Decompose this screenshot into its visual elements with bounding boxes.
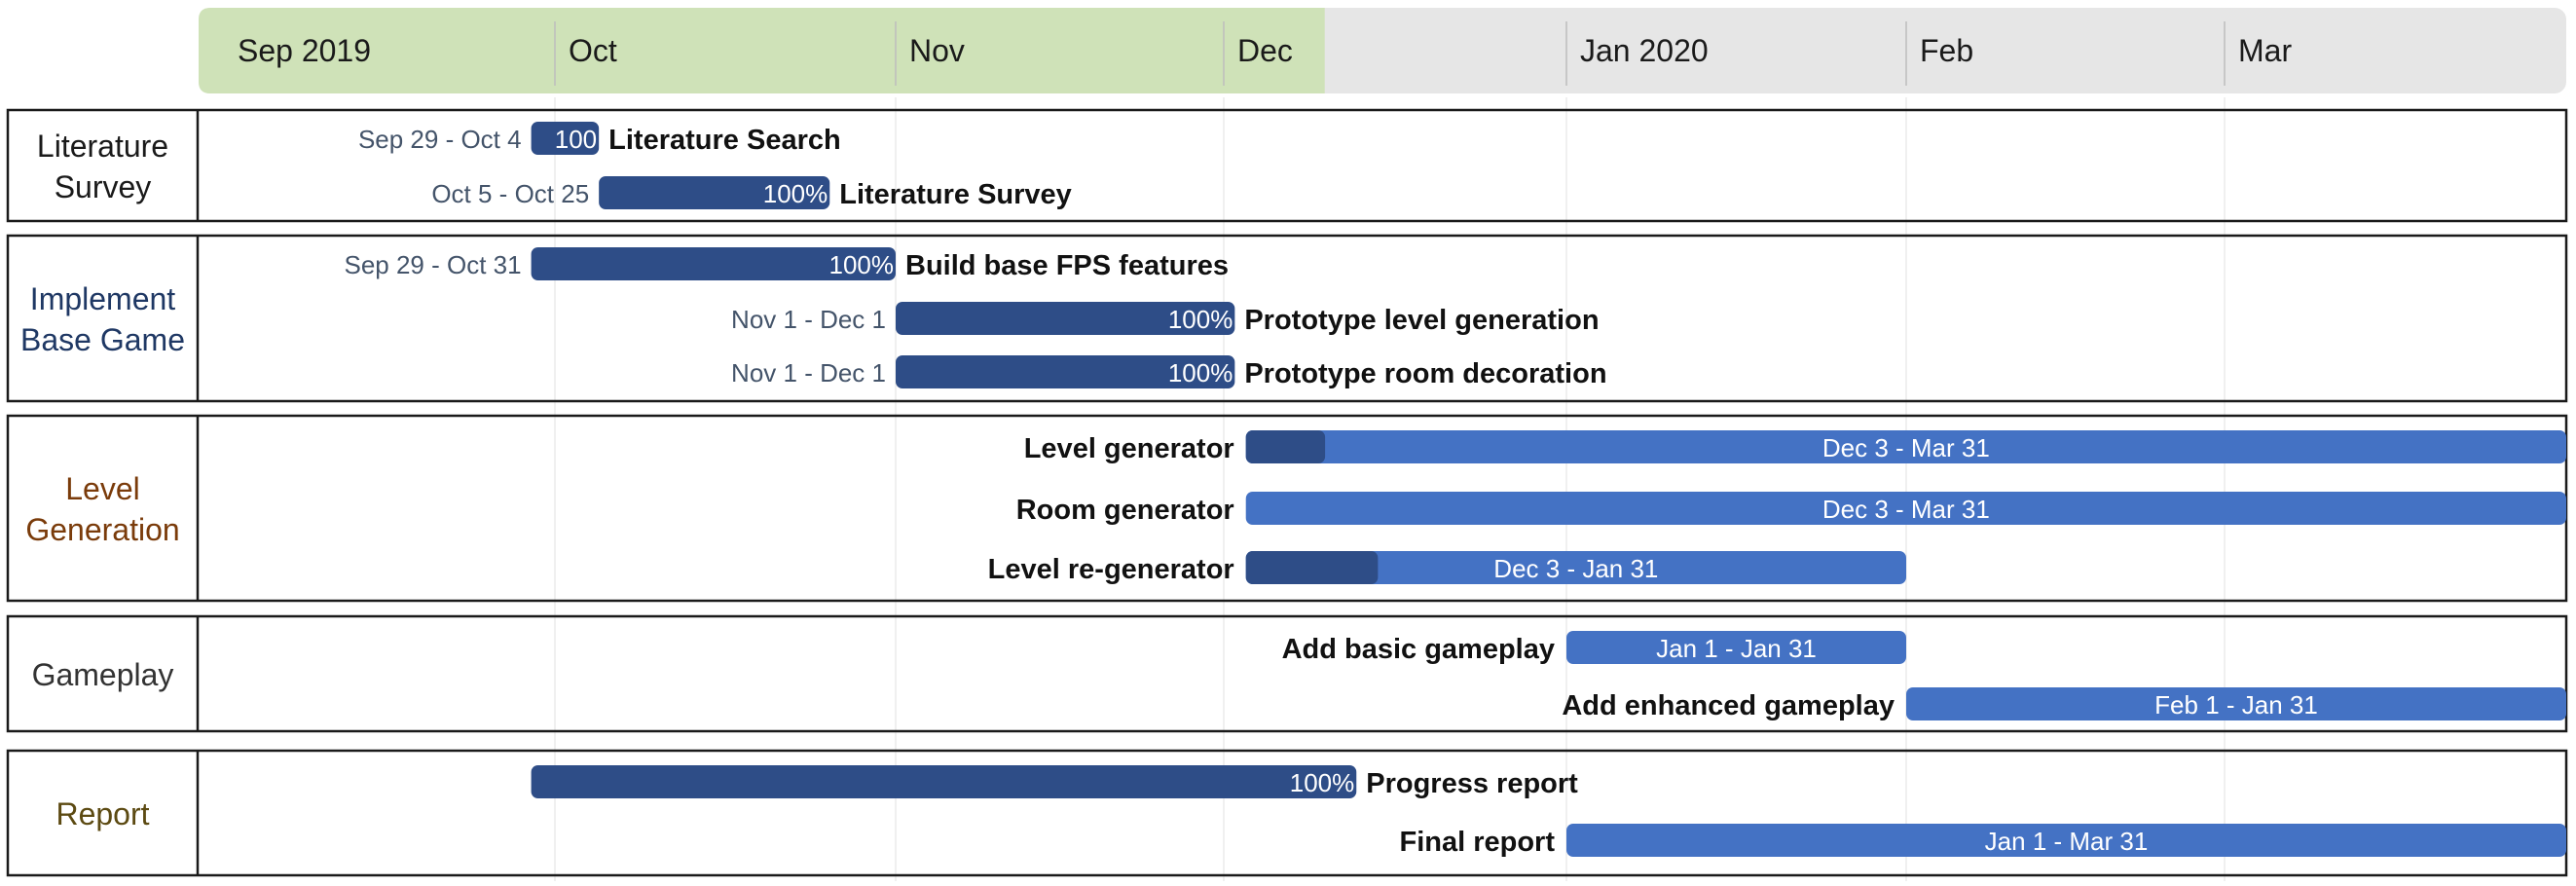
task-bar [1566,631,1906,664]
task-name: Prototype room decoration [1244,358,1606,389]
group-box [6,108,2568,223]
task-bar [531,765,1357,798]
task-name: Room generator [1016,495,1234,526]
task-bar [599,176,830,209]
task-progress [1245,430,1326,463]
task-bar [896,302,1235,335]
task-percent: 100% [1168,358,1233,388]
group-label: Base Game [20,322,185,357]
task-percent: 100 [555,125,597,154]
task-date-range: Nov 1 - Dec 1 [731,358,886,388]
task-name: Add basic gameplay [1282,634,1555,665]
task-date-range: Dec 3 - Jan 31 [1493,554,1658,583]
timeline-header-elapsed [199,8,1325,93]
group-label: Implement [30,281,176,316]
month-label: Dec [1237,33,1293,68]
task-name: Build base FPS features [905,250,1229,281]
group-label: Report [55,796,149,831]
group-box [6,234,2568,403]
task-bar [1906,687,2566,720]
task-name: Level re-generator [988,554,1234,585]
task-date-range: Nov 1 - Dec 1 [731,305,886,334]
task-percent: 100% [763,179,828,208]
month-label: Oct [569,33,617,68]
task-bar [1245,551,1906,584]
group-label: Generation [25,512,179,547]
task-date-range: Dec 3 - Mar 31 [1822,433,1990,462]
group-label: Gameplay [32,657,174,692]
task-date-range: Sep 29 - Oct 4 [358,125,522,154]
group-label: Literature [37,129,168,164]
task-bar [531,247,896,280]
task-date-range: Dec 3 - Mar 31 [1822,495,1990,524]
task-date-range: Sep 29 - Oct 31 [344,250,521,279]
task-name: Level generator [1024,433,1234,464]
group-box [6,614,2568,733]
group-box [6,749,2568,877]
task-name: Literature Survey [839,179,1072,210]
task-bar [1245,492,2566,525]
month-label: Feb [1920,33,1973,68]
task-date-range: Feb 1 - Jan 31 [2154,690,2318,720]
task-progress [1245,551,1379,584]
task-bar [531,122,600,155]
month-label: Jan 2020 [1580,33,1709,68]
month-label: Mar [2238,33,2292,68]
task-name: Prototype level generation [1244,305,1599,336]
month-label: Nov [909,33,965,68]
task-name: Progress report [1366,768,1578,799]
task-percent: 100% [1290,768,1355,797]
task-percent: 100% [1168,305,1233,334]
task-date-range: Oct 5 - Oct 25 [431,179,589,208]
task-date-range: Jan 1 - Jan 31 [1656,634,1817,663]
task-bar [1566,824,2566,857]
task-name: Add enhanced gameplay [1562,690,1895,721]
group-label: Survey [55,169,152,204]
task-bar [896,355,1235,388]
task-bar [1245,430,2566,463]
task-name: Final report [1399,827,1555,858]
task-date-range: Jan 1 - Mar 31 [1985,827,2149,856]
month-label: Sep 2019 [238,33,371,68]
group-label: Level [65,471,140,506]
task-percent: 100% [829,250,895,279]
task-name: Literature Search [608,125,841,156]
